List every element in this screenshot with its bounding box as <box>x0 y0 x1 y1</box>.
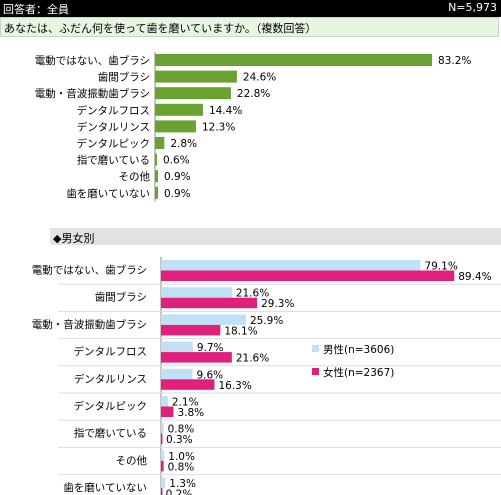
data-label: 2.1% <box>172 397 199 409</box>
bar-male <box>161 341 193 353</box>
bar-male <box>161 287 232 298</box>
data-label: 14.4% <box>209 105 242 117</box>
data-label: 21.6% <box>236 353 269 365</box>
section-label: ◆男女別 <box>53 232 95 245</box>
data-label: 89.4% <box>458 271 491 283</box>
category-label: 電動ではない、歯ブラシ <box>35 54 150 67</box>
data-label: 0.8% <box>168 461 195 473</box>
bar-total <box>155 87 231 100</box>
data-label: 0.2% <box>166 489 193 495</box>
bar-female <box>161 297 258 309</box>
category-label: デンタルフロス <box>77 104 151 117</box>
category-label: 歯を磨いていない <box>63 481 147 494</box>
bar-female <box>161 460 164 472</box>
category-label: 電動・音波振動歯ブラシ <box>32 318 147 331</box>
category-label: デンタルリンス <box>74 372 147 385</box>
data-label: 29.3% <box>261 298 294 310</box>
bar-female <box>161 433 163 445</box>
bar-female <box>161 324 221 336</box>
data-label: 1.0% <box>168 451 195 463</box>
bar-male <box>161 260 421 271</box>
legend-label: 女性(n=2367) <box>323 366 394 379</box>
bar-total <box>155 54 433 66</box>
data-label: 16.3% <box>218 380 251 392</box>
data-label: 0.6% <box>163 155 190 167</box>
category-label: デンタルフロス <box>74 345 148 358</box>
section-header-gender: ◆男女別 <box>50 228 501 245</box>
data-label: 18.1% <box>224 325 257 337</box>
respondents-label: 回答者：全員 <box>3 3 69 16</box>
category-label: 歯間ブラシ <box>95 291 147 304</box>
bar-female <box>161 406 174 417</box>
data-label: 21.6% <box>236 288 269 300</box>
data-label: 12.3% <box>202 121 235 133</box>
data-label: 79.1% <box>424 261 457 273</box>
data-label: 25.9% <box>250 315 283 327</box>
question-bar: あなたは、ふだん何を使って歯を磨いていますか。（複数回答） <box>0 17 499 37</box>
category-label: 歯間ブラシ <box>98 71 150 84</box>
category-label: 電動ではない、歯ブラシ <box>32 264 147 277</box>
sample-size-label: N=5,973 <box>448 1 497 14</box>
bar-total <box>155 103 203 116</box>
bar-male <box>161 396 168 407</box>
data-label: 0.9% <box>164 171 191 183</box>
bar-male <box>161 423 164 434</box>
category-label: その他 <box>116 454 148 467</box>
bar-total <box>155 70 237 83</box>
bar-female <box>161 488 163 495</box>
header-bar: 回答者：全員 N=5,973 <box>0 0 501 17</box>
data-label: 24.6% <box>243 72 276 84</box>
bar-female <box>161 352 232 363</box>
data-label: 3.8% <box>177 407 204 419</box>
category-label: 歯を磨いていない <box>66 187 150 200</box>
category-label: デンタルリンス <box>77 120 150 133</box>
bar-male <box>161 314 246 325</box>
data-label: 9.7% <box>197 342 224 354</box>
data-label: 0.9% <box>164 188 191 200</box>
data-label: 0.3% <box>166 434 193 446</box>
data-label: 22.8% <box>237 88 270 100</box>
bar-total <box>155 186 158 199</box>
legend-swatch <box>312 345 319 352</box>
bar-total <box>155 153 157 166</box>
bar-total <box>155 120 196 133</box>
category-label: 指で磨いている <box>77 154 150 167</box>
bar-total <box>155 170 158 183</box>
category-label: デンタルピック <box>74 400 148 413</box>
data-label: 9.6% <box>196 369 223 381</box>
data-label: 1.3% <box>169 478 196 490</box>
bar-female <box>161 379 215 390</box>
bar-female <box>161 270 455 281</box>
category-label: 指で磨いている <box>74 427 147 440</box>
data-label: 83.2% <box>438 55 471 67</box>
bar-male <box>161 368 193 380</box>
category-label: 電動・音波振動歯ブラシ <box>35 87 150 100</box>
data-label: 0.8% <box>168 424 195 436</box>
data-label: 2.8% <box>170 138 197 150</box>
legend-label: 男性(n=3606) <box>323 343 394 356</box>
category-label: デンタルピック <box>77 137 151 150</box>
bar-total <box>155 137 165 149</box>
bar-male <box>161 477 166 489</box>
category-label: その他 <box>119 170 151 183</box>
question-text: あなたは、ふだん何を使って歯を磨いていますか。（複数回答） <box>4 22 317 35</box>
bar-male <box>161 450 165 461</box>
legend-swatch <box>312 368 319 375</box>
